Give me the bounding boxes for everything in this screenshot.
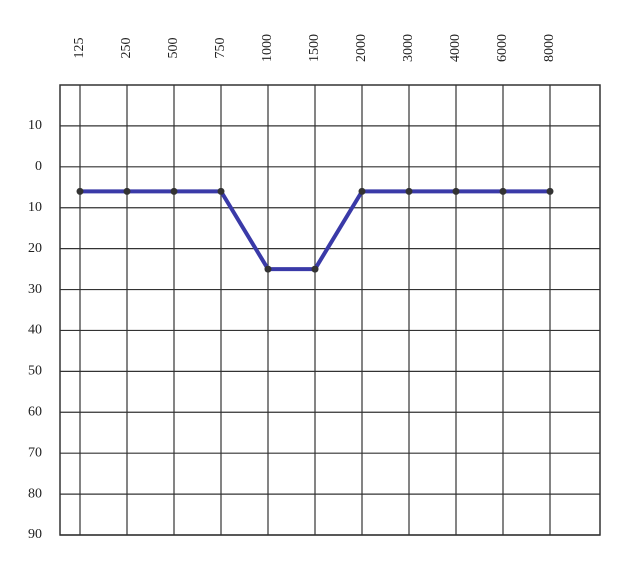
data-point [170,187,178,195]
y-tick-label: 70 [28,445,42,460]
y-tick-label: 30 [28,282,42,297]
y-tick-label: 40 [28,323,42,338]
plot-border [59,84,601,536]
x-tick-label: 125 [72,38,87,59]
data-point [217,187,225,195]
data-point [546,187,554,195]
data-point [264,265,272,273]
x-tick-label: 6000 [495,34,510,62]
data-point [499,187,507,195]
data-point [311,265,319,273]
data-point [405,187,413,195]
data-point [452,187,460,195]
x-tick-label: 8000 [542,34,557,62]
data-point [76,187,84,195]
x-tick-label: 250 [119,38,134,59]
y-tick-label: 80 [28,486,42,501]
y-tick-label: 60 [28,404,42,419]
y-tick-label: 0 [35,159,42,174]
x-tick-label: 750 [213,38,228,59]
x-tick-label: 1500 [307,34,322,62]
y-tick-label: 10 [28,200,42,215]
y-tick-label: 50 [28,364,42,379]
y-tick-label: 20 [28,241,42,256]
x-tick-label: 500 [166,38,181,59]
x-tick-label: 2000 [354,34,369,62]
x-tick-label: 1000 [260,34,275,62]
x-tick-label: 4000 [448,34,463,62]
x-tick-label: 3000 [401,34,416,62]
data-point [123,187,131,195]
y-tick-label: 10 [28,118,42,133]
data-point [358,187,366,195]
y-tick-label: 90 [28,527,42,542]
